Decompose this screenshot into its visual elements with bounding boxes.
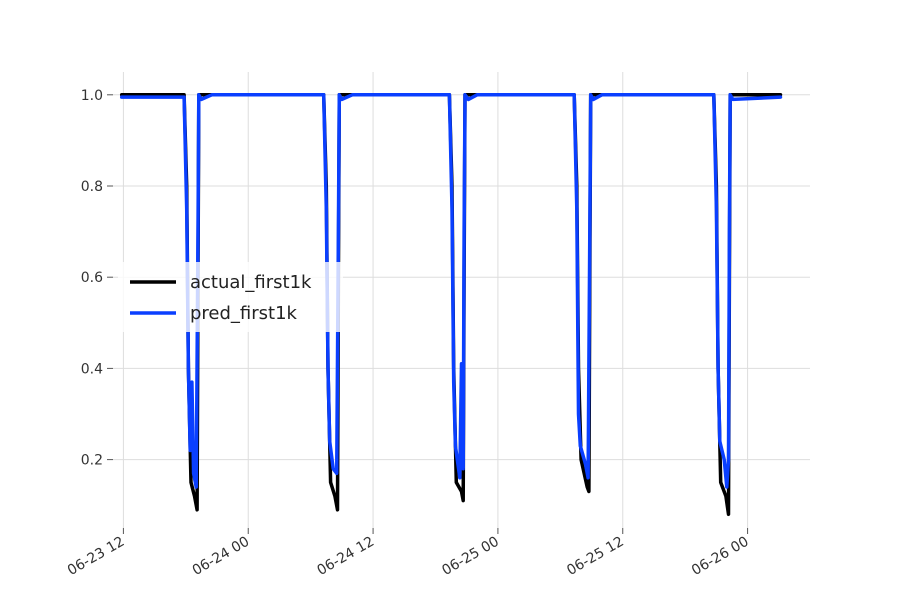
y-axis-ticks: 0.2 0.4 0.6 0.8 1.0 [81,88,113,469]
x-tick-label: 06-23 12 [65,534,128,579]
y-tick-label: 0.2 [81,453,103,469]
legend-label-actual: actual_first1k [190,272,312,293]
y-tick-label: 0.6 [81,270,103,286]
y-tick-label: 0.4 [81,361,103,377]
x-tick-label: 06-24 12 [315,534,378,579]
x-tick-label: 06-25 00 [439,534,502,579]
legend-label-pred: pred_first1k [190,303,298,324]
legend-box [118,262,343,332]
x-tick-label: 06-25 12 [564,534,627,579]
x-tick-label: 06-26 00 [689,534,752,579]
series-line-pred_first1k [119,93,783,489]
x-axis-ticks: 06-23 12 06-24 00 06-24 12 06-25 00 06-25 12… [65,528,752,579]
y-tick-label: 1.0 [81,88,103,104]
y-tick-label: 0.8 [81,179,103,195]
x-tick-label: 06-24 00 [190,534,253,579]
legend: actual_first1k pred_first1k [118,262,343,332]
